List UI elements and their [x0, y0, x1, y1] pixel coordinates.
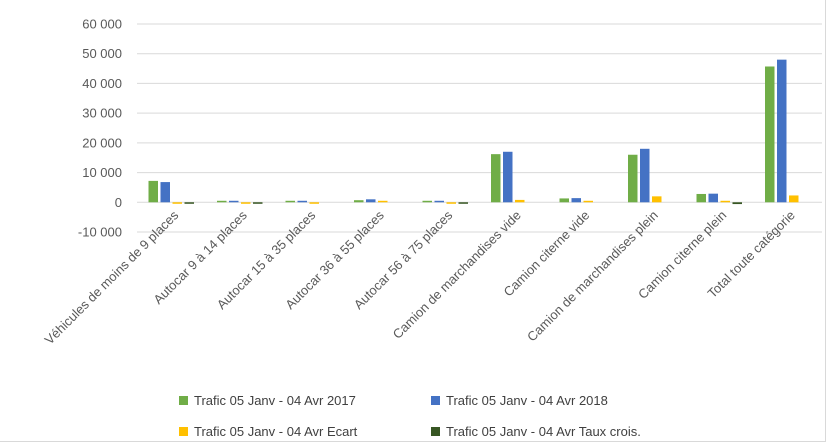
bar — [765, 66, 775, 203]
bar — [789, 195, 799, 203]
bar — [285, 200, 295, 203]
bar — [571, 198, 581, 203]
bar — [309, 202, 319, 204]
legend-label: Trafic 05 Janv - 04 Avr 2017 — [194, 393, 356, 408]
x-category-label: Camion de marchandises vide — [390, 208, 524, 342]
bar — [434, 200, 444, 203]
bar — [354, 200, 364, 203]
legend-item: Trafic 05 Janv - 04 Avr 2018 — [431, 393, 608, 408]
y-tick-label: 50 000 — [82, 46, 122, 61]
bar — [708, 193, 718, 203]
bar — [422, 200, 432, 203]
bar — [297, 200, 307, 203]
bar — [148, 180, 158, 203]
bar — [720, 200, 730, 203]
legend-swatch — [179, 427, 188, 436]
legend-item: Trafic 05 Janv - 04 Avr 2017 — [179, 393, 356, 408]
bar — [184, 202, 194, 204]
bar — [503, 151, 513, 203]
bar — [366, 199, 376, 203]
legend-swatch — [179, 396, 188, 405]
bar — [160, 182, 170, 203]
bar — [652, 196, 662, 203]
bar — [628, 154, 638, 203]
y-tick-label: 30 000 — [82, 106, 122, 121]
bar — [378, 200, 388, 203]
bar — [777, 59, 787, 203]
legend-label: Trafic 05 Janv - 04 Avr Ecart — [194, 424, 358, 439]
legend-label: Trafic 05 Janv - 04 Avr 2018 — [446, 393, 608, 408]
gridlines — [137, 23, 822, 233]
bar — [491, 154, 501, 203]
legend: Trafic 05 Janv - 04 Avr 2017 Trafic 05 Ja… — [179, 393, 641, 439]
y-tick-label: -10 000 — [78, 225, 122, 240]
bar — [559, 198, 569, 203]
legend-item: Trafic 05 Janv - 04 Avr Ecart — [179, 424, 358, 439]
bar — [640, 148, 650, 203]
y-tick-label: 40 000 — [82, 76, 122, 91]
bar — [446, 202, 456, 204]
bar — [515, 199, 525, 203]
y-tick-label: 60 000 — [82, 17, 122, 32]
legend-swatch — [431, 396, 440, 405]
bar — [583, 200, 593, 203]
bar — [172, 202, 182, 204]
bar — [696, 193, 706, 203]
y-tick-label: 10 000 — [82, 165, 122, 180]
legend-label: Trafic 05 Janv - 04 Avr Taux crois. — [446, 424, 641, 439]
bar — [253, 202, 263, 204]
legend-swatch — [431, 427, 440, 436]
bar — [217, 200, 227, 203]
y-tick-label: 0 — [115, 195, 122, 210]
bars — [148, 59, 799, 205]
x-category-label: Camion de marchandises plein — [524, 208, 661, 345]
bar — [241, 202, 251, 204]
bar — [458, 202, 468, 204]
bar — [732, 202, 742, 205]
y-tick-label: 20 000 — [82, 135, 122, 150]
bar — [229, 200, 239, 203]
y-axis-ticks: -10 000 0 10 000 20 000 30 000 40 000 50 000 60… — [78, 17, 122, 240]
legend-item: Trafic 05 Janv - 04 Avr Taux crois. — [431, 424, 641, 439]
